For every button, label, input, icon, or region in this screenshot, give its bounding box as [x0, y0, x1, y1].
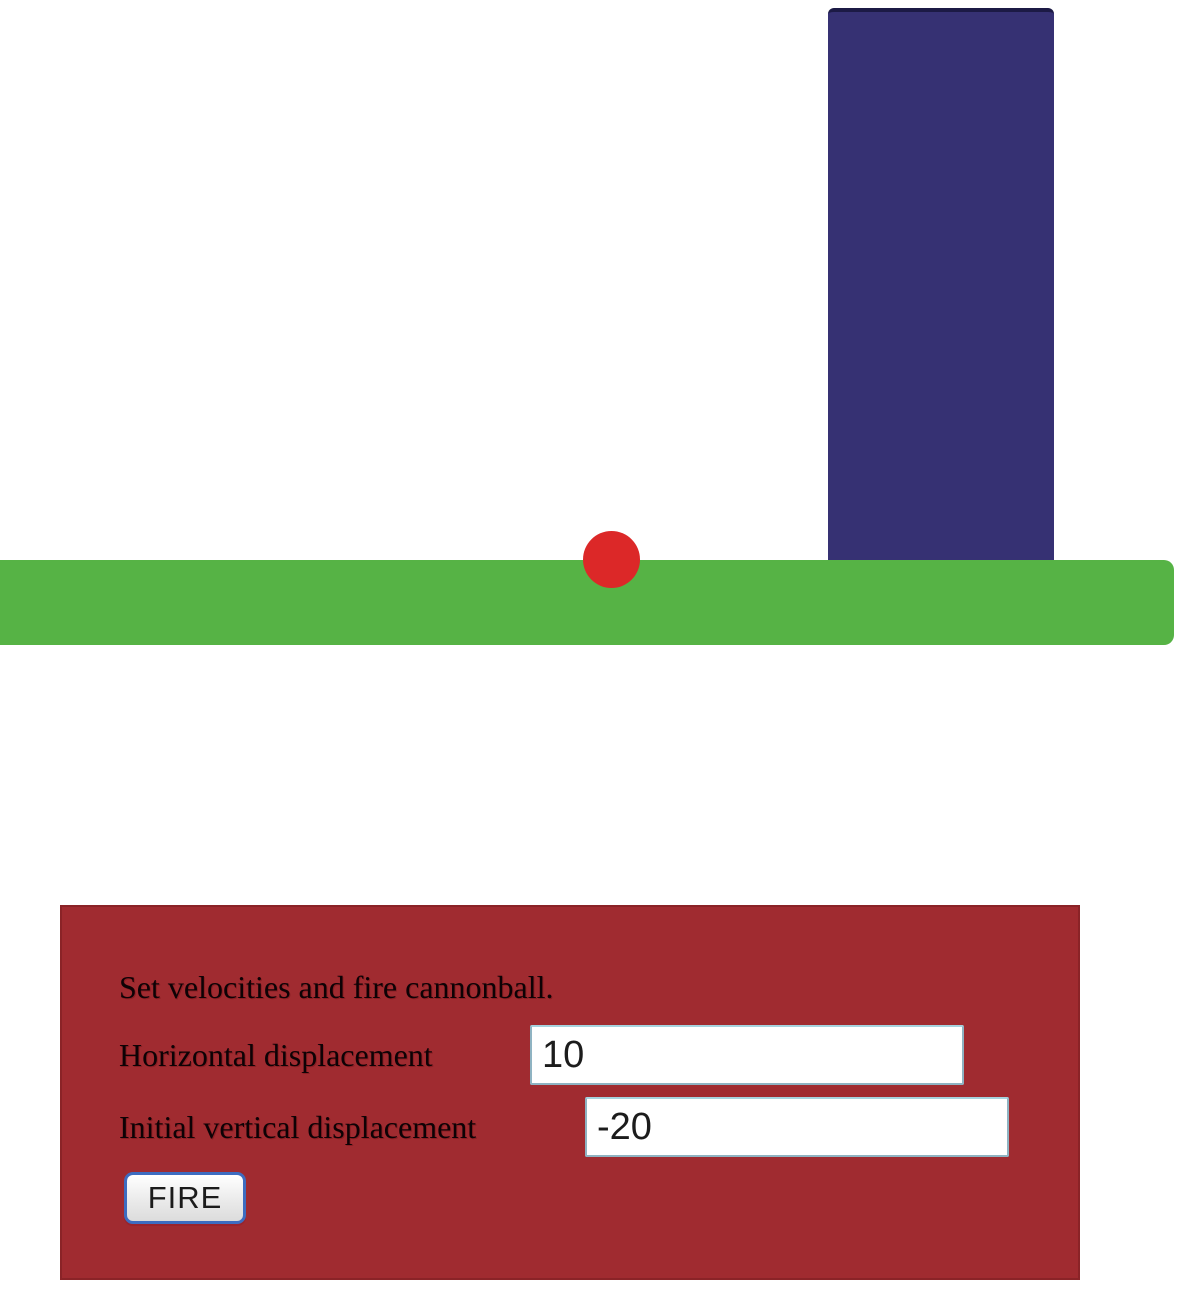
cannonball	[583, 531, 640, 588]
vertical-displacement-label: Initial vertical displacement	[119, 1109, 477, 1145]
vertical-displacement-input[interactable]	[585, 1097, 1009, 1157]
horizontal-displacement-label: Horizontal displacement	[119, 1037, 433, 1073]
tower-obstacle	[828, 8, 1054, 561]
instruction-text: Set velocities and fire cannonball.	[119, 969, 554, 1005]
control-panel: Set velocities and fire cannonball. Hori…	[60, 905, 1080, 1280]
horizontal-displacement-input[interactable]	[530, 1025, 964, 1085]
fire-button[interactable]: FIRE	[124, 1172, 246, 1224]
